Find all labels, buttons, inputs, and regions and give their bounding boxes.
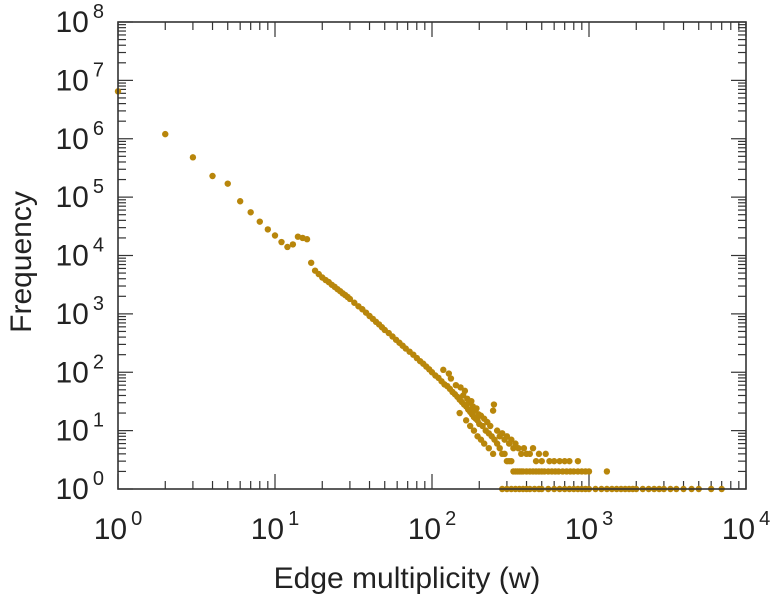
x-tick-label: 10 0	[94, 508, 143, 546]
data-point	[542, 450, 549, 458]
y-axis-label: Frequency	[5, 191, 38, 333]
data-point	[515, 445, 522, 452]
x-tick-label: 10 4	[722, 508, 771, 546]
data-point	[236, 198, 244, 205]
data-point	[289, 241, 297, 248]
data-point	[574, 457, 582, 465]
plot-frame	[117, 21, 747, 490]
y-tick-label: 10 1	[56, 410, 105, 448]
y-tick-label: 10 4	[56, 235, 105, 273]
y-tick-label: 10 3	[56, 293, 105, 331]
data-point	[470, 427, 478, 434]
data-point	[546, 457, 553, 465]
data-point	[461, 387, 469, 395]
data-point	[512, 440, 519, 447]
data-point	[503, 433, 511, 440]
data-point	[535, 450, 543, 458]
data-point	[489, 407, 497, 414]
data-point	[264, 226, 272, 233]
data-point	[466, 422, 474, 430]
y-tick-label: 10 5	[56, 176, 105, 214]
data-point	[456, 409, 463, 417]
data-point	[520, 445, 528, 452]
data-point	[493, 427, 501, 434]
y-tick-label: 10 2	[56, 351, 105, 389]
data-point	[479, 422, 486, 430]
x-axis-label: Edge multiplicity (w)	[274, 562, 541, 595]
data-point	[462, 417, 470, 424]
minor-ticks	[118, 22, 746, 489]
y-tick-label: 10 8	[56, 1, 105, 39]
data-point	[209, 172, 216, 180]
data-point	[550, 457, 558, 465]
data-point	[346, 295, 354, 303]
y-tick-label: 10 7	[56, 59, 105, 97]
data-point	[501, 450, 508, 458]
data-point	[566, 457, 573, 465]
data-point	[445, 370, 453, 377]
data-point	[278, 238, 285, 246]
major-ticks	[117, 21, 747, 490]
data-point	[499, 430, 506, 437]
data-point	[247, 209, 254, 216]
data-point	[473, 405, 480, 412]
data-point	[518, 450, 525, 458]
data-point	[556, 457, 563, 465]
data-point	[490, 401, 498, 408]
data-point	[271, 232, 279, 239]
data-point	[487, 422, 494, 430]
data-point	[508, 436, 515, 443]
data-point	[162, 130, 169, 138]
y-tick-label: 10 6	[56, 118, 105, 156]
data-point	[284, 243, 291, 251]
x-tick-labels: 10 0 10 1 10 2 10 3 10 4	[94, 508, 771, 546]
data-point	[585, 468, 593, 475]
data-point	[532, 457, 540, 465]
data-point	[468, 397, 475, 405]
data-point	[480, 440, 488, 447]
data-point	[561, 457, 568, 465]
data-point	[256, 218, 263, 225]
x-tick-label: 10 1	[251, 508, 300, 546]
data-point	[489, 450, 497, 458]
data-point	[303, 236, 311, 243]
data-point	[529, 445, 537, 452]
data-point	[496, 445, 503, 452]
data-point	[307, 259, 315, 266]
data-point	[485, 445, 492, 452]
y-tick-label: 10 0	[56, 468, 105, 506]
x-tick-label: 10 3	[565, 508, 614, 546]
data-point	[189, 154, 197, 161]
data-point	[603, 468, 611, 475]
data-point	[538, 457, 545, 465]
data-point	[224, 180, 231, 187]
data-point	[457, 384, 464, 391]
x-tick-label: 10 2	[408, 508, 457, 546]
data-point	[447, 375, 455, 382]
data-point	[526, 450, 534, 458]
data-point	[508, 457, 515, 465]
data-points	[114, 88, 725, 493]
data-point	[440, 366, 447, 374]
